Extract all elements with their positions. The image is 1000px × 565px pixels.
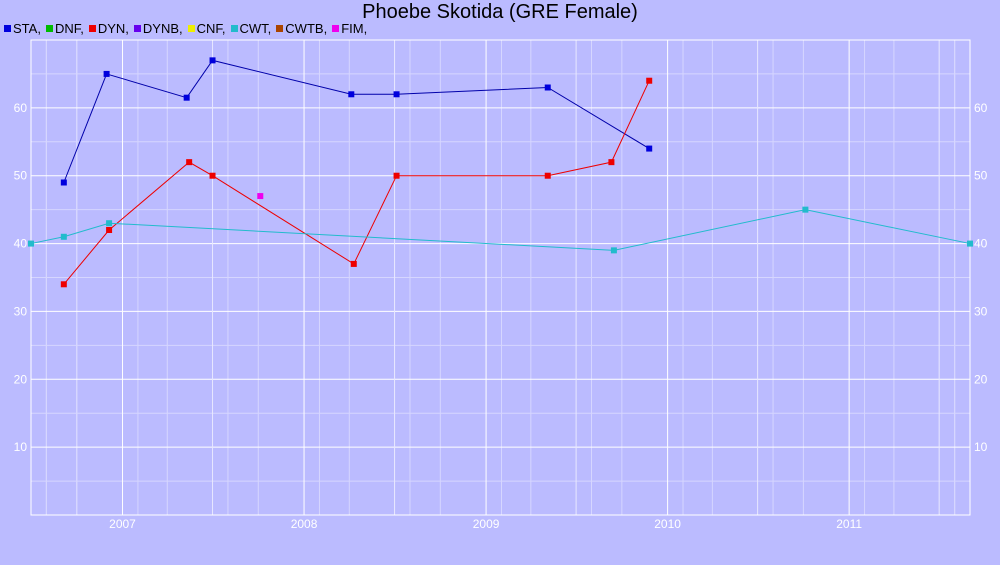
data-point-sta	[103, 70, 110, 77]
chart-title: Phoebe Skotida (GRE Female)	[362, 1, 638, 23]
y-tick-label-left: 40	[14, 237, 28, 251]
data-point-dyn	[106, 227, 113, 233]
data-point-dyn	[60, 281, 67, 288]
y-tick-label-right: 10	[974, 440, 988, 454]
data-point-fim	[257, 193, 264, 200]
y-tick-label-left: 10	[14, 440, 28, 454]
legend-item-dynb: DYNB,	[133, 20, 183, 36]
data-point-sta	[393, 91, 400, 98]
y-tick-label-left: 60	[14, 101, 28, 115]
data-point-dyn	[544, 172, 551, 179]
y-tick-label-left: 50	[14, 169, 28, 183]
data-point-cwt	[106, 220, 113, 227]
legend-label-dnf: DNF,	[54, 20, 84, 36]
legend-item-dnf: DNF,	[45, 20, 84, 36]
data-point-sta	[348, 91, 355, 98]
data-point-sta	[183, 94, 190, 101]
y-tick-label-right: 20	[974, 372, 988, 386]
x-tick-label: 2010	[654, 517, 681, 531]
data-point-sta	[646, 145, 653, 152]
data-point-sta	[544, 84, 551, 91]
legend-item-sta: STA,	[4, 20, 41, 36]
x-tick-label: 2007	[109, 517, 136, 531]
data-point-sta	[209, 57, 216, 64]
legend-label-cwt: CWT,	[239, 20, 272, 36]
data-point-cwt	[28, 240, 34, 247]
data-point-cwt	[802, 206, 809, 213]
series-line-dyn	[63, 80, 650, 285]
legend-swatch-cnf	[187, 24, 195, 32]
legend-swatch-dnf	[45, 24, 53, 32]
data-point-cwt	[967, 240, 973, 247]
y-tick-label-left: 30	[14, 304, 28, 318]
x-tick-label: 2008	[291, 517, 318, 531]
legend-swatch-cwt	[230, 24, 238, 32]
data-point-cwt	[60, 233, 67, 240]
y-tick-label-right: 30	[974, 304, 988, 318]
legend-swatch-dynb	[133, 24, 141, 32]
data-point-dyn	[209, 172, 216, 179]
legend-label-cnf: CNF,	[196, 20, 226, 36]
x-tick-label: 2009	[473, 517, 500, 531]
y-tick-label-left: 20	[14, 372, 28, 386]
legend-label-dynb: DYNB,	[142, 20, 183, 36]
legend-swatch-sta	[4, 24, 11, 32]
y-tick-label-right: 50	[974, 169, 988, 183]
legend-swatch-dyn	[88, 24, 96, 32]
legend-item-cwtb: CWTB,	[276, 20, 327, 36]
series-line-sta	[63, 59, 650, 183]
plot-frame	[30, 39, 971, 516]
legend-swatch-fim	[332, 24, 340, 32]
legend-item-cnf: CNF,	[187, 20, 226, 36]
data-point-dyn	[393, 172, 400, 179]
data-point-dyn	[608, 159, 615, 166]
data-point-dyn	[646, 77, 653, 84]
series-line-cwt	[30, 209, 971, 251]
data-point-cwt	[610, 247, 617, 254]
y-tick-label-right: 40	[974, 237, 988, 251]
legend-item-fim: FIM,	[332, 20, 367, 36]
x-tick-label: 2011	[836, 517, 862, 531]
data-point-dyn	[186, 159, 193, 166]
y-tick-label-right: 60	[974, 101, 988, 115]
legend-label-dyn: DYN,	[97, 20, 129, 36]
data-point-sta	[60, 179, 67, 186]
legend-label-fim: FIM,	[341, 20, 368, 36]
legend-label-sta: STA,	[13, 20, 41, 36]
legend-label-cwtb: CWTB,	[285, 20, 328, 36]
legend-swatch-cwtb	[276, 24, 284, 32]
data-point-dyn	[350, 260, 357, 267]
legend: STA, DNF, DYN, DYNB, CNF, CWT, CWTB, FIM…	[4, 20, 372, 36]
legend-item-dyn: DYN,	[88, 20, 129, 36]
legend-item-cwt: CWT,	[230, 20, 272, 36]
